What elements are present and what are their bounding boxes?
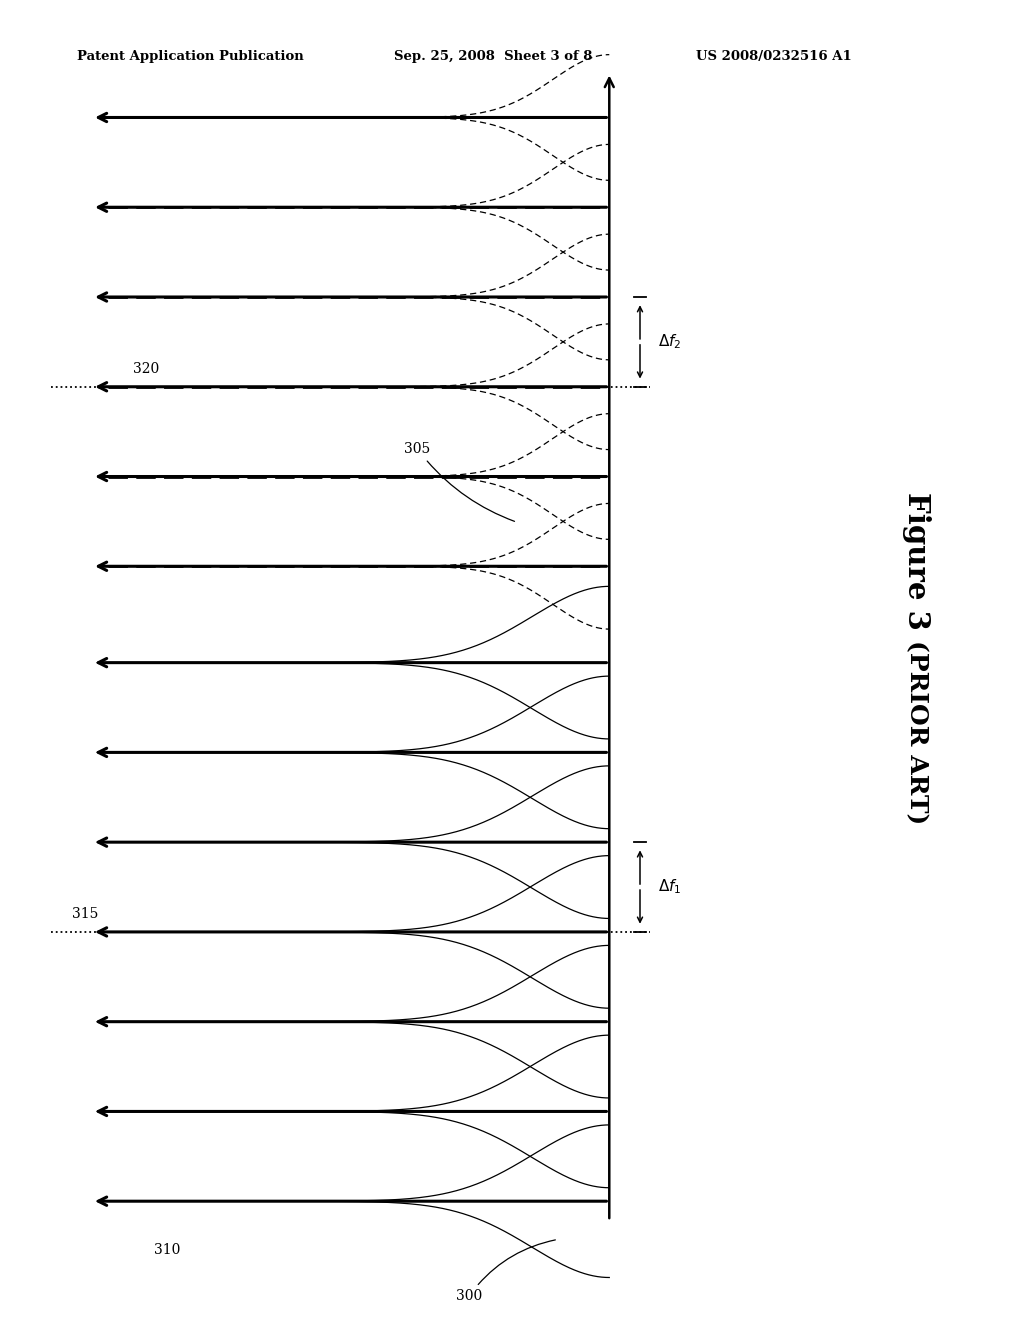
Text: (PRIOR ART): (PRIOR ART) [904,640,929,825]
Text: Figure 3: Figure 3 [902,492,931,630]
Text: 300: 300 [456,1239,555,1303]
Text: 305: 305 [404,442,514,521]
Text: US 2008/0232516 A1: US 2008/0232516 A1 [696,50,852,63]
Text: Patent Application Publication: Patent Application Publication [77,50,303,63]
Text: 320: 320 [133,362,160,376]
Text: 315: 315 [72,907,98,921]
Text: Sep. 25, 2008  Sheet 3 of 8: Sep. 25, 2008 Sheet 3 of 8 [394,50,593,63]
Text: $\Delta f_2$: $\Delta f_2$ [658,333,682,351]
Text: $\Delta f_1$: $\Delta f_1$ [658,878,682,896]
Text: 310: 310 [154,1243,180,1258]
